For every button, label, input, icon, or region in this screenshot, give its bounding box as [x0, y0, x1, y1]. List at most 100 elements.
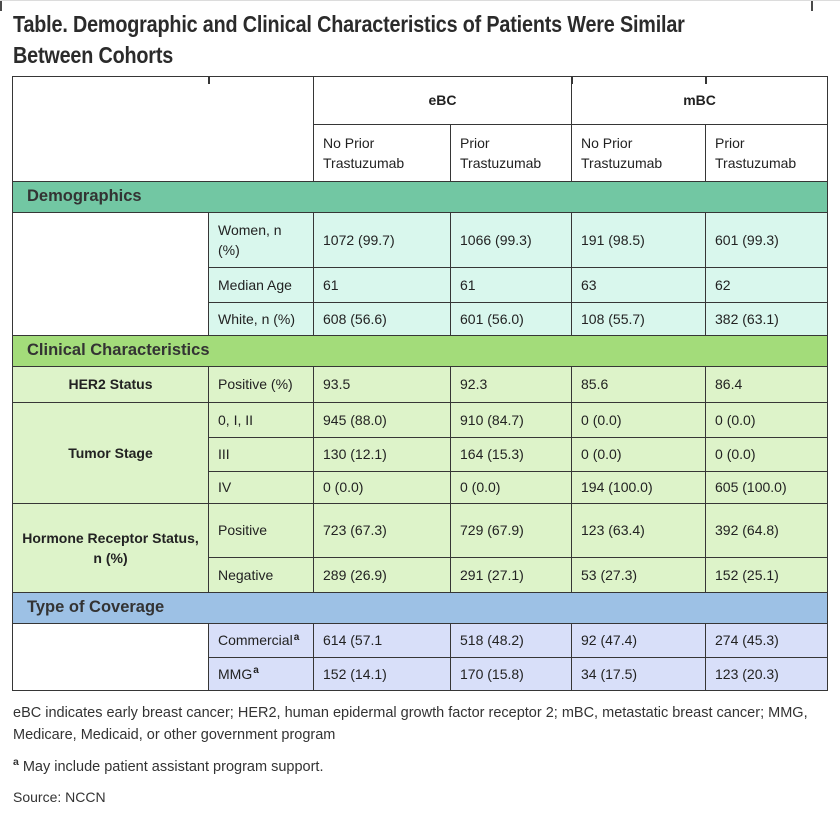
table-row: Median Age 61 61 63 62 — [13, 267, 829, 303]
data-cell: 729 (67.9) — [449, 503, 573, 558]
data-cell: 0 (0.0) — [705, 402, 829, 438]
row-label-mmg: MMGa — [208, 657, 314, 691]
header-tick — [705, 76, 707, 84]
data-cell: 164 (15.3) — [449, 437, 573, 472]
table-row: III 130 (12.1) 164 (15.3) 0 (0.0) 0 (0.0… — [13, 437, 829, 472]
data-cell: 92 (47.4) — [571, 623, 707, 658]
data-cell: 910 (84.7) — [449, 402, 573, 438]
col-group-ebc: eBC — [312, 76, 573, 125]
data-cell: 0 (0.0) — [571, 437, 707, 472]
section-title: Demographics — [11, 181, 829, 213]
table-row: Hormone Receptor Status, n (%) Positive … — [12, 503, 829, 593]
top-left-border-artifact — [0, 1, 2, 11]
section-title: Type of Coverage — [11, 592, 829, 624]
row-label: Negative — [208, 557, 314, 593]
footnote-a: a May include patient assistant program s… — [13, 756, 323, 775]
data-cell: 152 (25.1) — [705, 557, 829, 593]
data-cell: 605 (100.0) — [705, 471, 829, 504]
data-cell: 274 (45.3) — [705, 623, 829, 658]
data-cell: 61 — [449, 267, 573, 303]
table-row: MMGa 152 (14.1) 170 (15.8) 34 (17.5) 123… — [13, 657, 829, 691]
data-cell: 63 — [571, 267, 707, 303]
source-line: Source: NCCN — [13, 789, 106, 805]
row-label: 0, I, II — [208, 402, 314, 438]
characteristics-table: eBC mBC No Prior Trastuzumab Prior Trast… — [11, 76, 829, 691]
col-header-ebc-no-prior: No Prior Trastuzumab — [313, 124, 451, 182]
header-tick — [571, 76, 573, 84]
data-cell: 518 (48.2) — [449, 623, 573, 658]
data-cell: 382 (63.1) — [705, 302, 829, 336]
data-cell: 614 (57.1 — [313, 623, 451, 658]
data-cell: 945 (88.0) — [313, 402, 451, 438]
data-cell: 86.4 — [705, 366, 829, 403]
table-row: Commerciala 614 (57.1 518 (48.2) 92 (47.… — [12, 623, 829, 691]
table-row: White, n (%) 608 (56.6) 601 (56.0) 108 (… — [13, 302, 829, 336]
category-cell-empty — [12, 623, 209, 691]
data-cell: 608 (56.6) — [313, 302, 451, 336]
data-cell: 1066 (99.3) — [449, 212, 573, 268]
data-cell: 34 (17.5) — [571, 657, 707, 691]
col-header-mbc-prior: Prior Trastuzumab — [705, 124, 829, 182]
data-cell: 289 (26.9) — [313, 557, 451, 593]
data-cell: 0 (0.0) — [705, 437, 829, 472]
category-cell-tumor-stage: Tumor Stage — [12, 402, 209, 504]
category-cell-hormone-receptor: Hormone Receptor Status, n (%) — [12, 503, 209, 593]
table-row: Negative 289 (26.9) 291 (27.1) 53 (27.3)… — [13, 557, 829, 593]
data-cell: 170 (15.8) — [449, 657, 573, 691]
table-row: Women, n (%) 1072 (99.7) 1066 (99.3) 191… — [12, 212, 829, 336]
data-cell: 61 — [313, 267, 451, 303]
data-cell: 723 (67.3) — [313, 503, 451, 558]
row-label: Median Age — [208, 267, 314, 303]
section-band-clinical: Clinical Characteristics — [11, 335, 829, 367]
category-cell-empty — [12, 212, 209, 336]
footnote-marker-superscript: a — [253, 665, 259, 677]
col-header-mbc-no-prior: No Prior Trastuzumab — [571, 124, 707, 182]
data-cell: 130 (12.1) — [313, 437, 451, 472]
footnote-a-marker: a — [13, 756, 19, 768]
group-header-row: eBC mBC — [12, 76, 829, 182]
section-band-demographics: Demographics — [11, 181, 829, 213]
row-label-text: Commercial — [218, 632, 293, 649]
data-cell: 92.3 — [449, 366, 573, 403]
data-cell: 0 (0.0) — [571, 402, 707, 438]
data-cell: 194 (100.0) — [571, 471, 707, 504]
row-label: Positive (%) — [208, 366, 314, 403]
data-cell: 0 (0.0) — [313, 471, 451, 504]
row-label: Positive — [208, 503, 314, 558]
data-cell: 392 (64.8) — [705, 503, 829, 558]
data-cell: 0 (0.0) — [449, 471, 573, 504]
section-title: Clinical Characteristics — [11, 335, 829, 367]
data-cell: 191 (98.5) — [571, 212, 707, 268]
data-cell: 601 (99.3) — [705, 212, 829, 268]
row-label-text: MMG — [218, 665, 253, 682]
table-row: Tumor Stage 0, I, II 945 (88.0) 910 (84.… — [12, 402, 829, 504]
row-label: III — [208, 437, 314, 472]
header-corner-cell — [12, 76, 314, 182]
sub-header-row: No Prior Trastuzumab Prior Trastuzumab N… — [13, 124, 829, 182]
data-cell: 85.6 — [571, 366, 707, 403]
section-band-coverage: Type of Coverage — [11, 592, 829, 624]
row-label-commercial: Commerciala — [208, 623, 314, 658]
data-cell: 93.5 — [313, 366, 451, 403]
page-title-line-2: Between Cohorts — [13, 42, 174, 68]
row-label: White, n (%) — [208, 302, 314, 336]
row-label: Women, n (%) — [208, 212, 314, 268]
header-tick — [208, 76, 210, 84]
col-group-mbc: mBC — [571, 76, 829, 125]
top-right-border-artifact — [811, 1, 813, 11]
data-cell: 53 (27.3) — [571, 557, 707, 593]
page-title-line-1: Table. Demographic and Clinical Characte… — [13, 11, 685, 37]
data-cell: 152 (14.1) — [313, 657, 451, 691]
data-cell: 108 (55.7) — [571, 302, 707, 336]
data-cell: 601 (56.0) — [449, 302, 573, 336]
footnote-a-text: May include patient assistant program su… — [22, 758, 324, 775]
table-row: HER2 Status Positive (%) 93.5 92.3 85.6 … — [12, 366, 829, 403]
data-cell: 62 — [705, 267, 829, 303]
row-label: IV — [208, 471, 314, 504]
col-header-ebc-prior: Prior Trastuzumab — [449, 124, 573, 182]
data-cell: 123 (63.4) — [571, 503, 707, 558]
table-row: IV 0 (0.0) 0 (0.0) 194 (100.0) 605 (100.… — [13, 471, 829, 504]
data-cell: 291 (27.1) — [449, 557, 573, 593]
footnote-marker-superscript: a — [293, 631, 300, 643]
